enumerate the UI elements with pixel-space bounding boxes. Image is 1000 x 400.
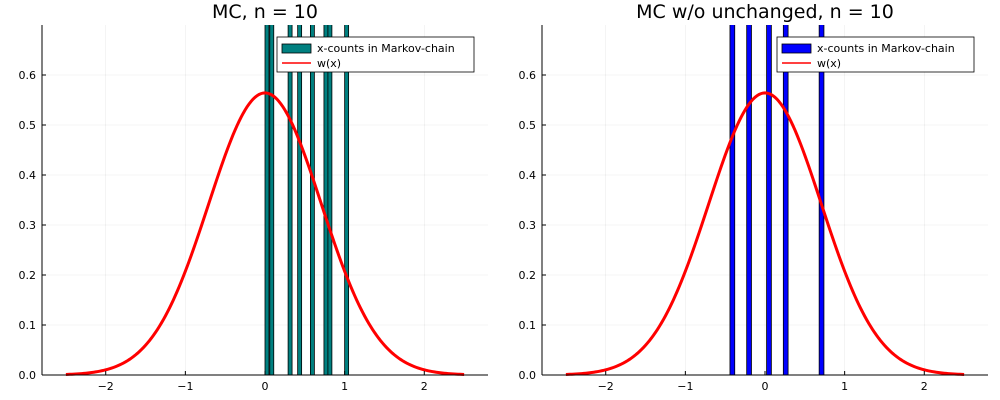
x-tick-label: 0 (262, 380, 269, 393)
y-tick-label: 0.6 (19, 69, 37, 82)
y-tick-label: 0.4 (19, 169, 37, 182)
x-tick-label: −2 (98, 380, 114, 393)
legend-label-line: w(x) (817, 57, 841, 70)
x-tick-label: −1 (677, 380, 693, 393)
y-tick-label: 0.3 (19, 219, 37, 232)
x-tick-label: 1 (841, 380, 848, 393)
x-tick-label: 2 (921, 380, 928, 393)
legend-swatch-bars (281, 43, 312, 54)
bar (297, 25, 303, 375)
bar (264, 25, 270, 375)
y-tick-label: 0.0 (19, 369, 37, 382)
x-tick-label: 1 (341, 380, 348, 393)
bar (327, 25, 333, 375)
chart-title: MC w/o unchanged, n = 10 (636, 1, 894, 23)
x-tick-label: −1 (177, 380, 193, 393)
x-tick-label: −2 (598, 380, 614, 393)
y-tick-label: 0.4 (519, 169, 537, 182)
chart-panel-1: −2 −1 0 1 2 0.0 0.1 0.2 0.3 0.4 0.5 0.6 MC, n = 10 x-… (19, 1, 488, 393)
series-line-w-x (565, 91, 965, 376)
bar (746, 25, 752, 375)
bar (782, 25, 789, 375)
legend-label-bars: x-counts in Markov-chain (817, 42, 955, 55)
legend-swatch-bars (781, 43, 812, 54)
y-tick-label: 0.5 (19, 119, 37, 132)
y-tick-label: 0.3 (519, 219, 537, 232)
legend-box (276, 36, 475, 73)
y-tick-label: 0.2 (519, 269, 537, 282)
y-tick-label: 0.0 (519, 369, 537, 382)
legend: x-counts in Markov-chain w(x) (776, 36, 975, 73)
bar (344, 25, 350, 375)
legend: x-counts in Markov-chain w(x) (276, 36, 475, 73)
bar-group (264, 25, 350, 375)
legend-label-line: w(x) (317, 57, 341, 70)
x-tick-label: 0 (762, 380, 769, 393)
y-tick-label: 0.1 (519, 319, 537, 332)
x-tick-label: 2 (421, 380, 428, 393)
chart-title: MC, n = 10 (212, 1, 318, 23)
y-tick-label: 0.2 (19, 269, 37, 282)
bar (729, 25, 736, 375)
legend-box (776, 36, 975, 73)
legend-label-bars: x-counts in Markov-chain (317, 42, 455, 55)
series-line-w-x (65, 91, 465, 376)
bar (269, 25, 275, 375)
y-tick-label: 0.6 (519, 69, 537, 82)
chart-panel-2: −2 −1 0 1 2 0.0 0.1 0.2 0.3 0.4 0.5 0.6 MC w/o uncha… (519, 1, 988, 393)
y-tick-label: 0.1 (19, 319, 37, 332)
bar (766, 25, 772, 375)
y-tick-label: 0.5 (519, 119, 537, 132)
bar (287, 25, 293, 375)
